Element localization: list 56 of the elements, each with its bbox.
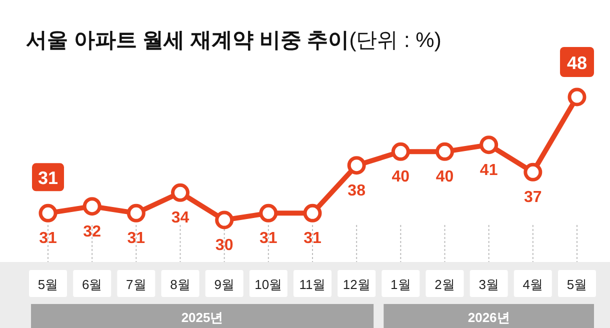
point	[259, 204, 278, 222]
x-tick-label: 4월	[522, 277, 544, 292]
tick: 11월	[294, 270, 332, 297]
point	[82, 197, 102, 216]
data-label: 34	[171, 210, 190, 227]
x-tick-label: 7월	[126, 277, 146, 292]
data-label: 48	[566, 53, 588, 73]
text: 2025년	[181, 310, 224, 325]
tick: 5월	[29, 270, 67, 297]
point	[480, 136, 498, 154]
x-tick-label: 8월	[170, 277, 190, 292]
tick: 7월	[117, 270, 156, 297]
annotation: 31	[38, 168, 58, 188]
x-tick-label: 6월	[82, 277, 102, 292]
data-label: 41	[480, 162, 498, 179]
data-label: 30	[215, 237, 234, 254]
point	[391, 142, 410, 161]
point	[215, 210, 234, 230]
tick: 1월	[382, 270, 420, 297]
data-label: 31	[260, 230, 278, 248]
point	[524, 162, 542, 182]
tick: 10월	[249, 270, 288, 297]
x-tick-label: 3월	[478, 277, 499, 292]
tick: 9월	[205, 270, 244, 297]
x-tick-label: 9월	[214, 277, 234, 292]
data-label: 31	[39, 230, 57, 248]
point	[171, 183, 190, 202]
point	[568, 88, 586, 106]
text: 2026년	[468, 310, 510, 325]
x-tick-label: 11월	[299, 277, 326, 292]
tick: 5월	[558, 270, 596, 297]
x-tick-label: 2월	[434, 277, 455, 292]
point	[126, 204, 146, 222]
data-label: 31	[127, 230, 146, 248]
x-tick-label: 12월	[342, 277, 370, 292]
tick: 3월	[470, 270, 508, 297]
data-label: 38	[348, 182, 366, 200]
point	[436, 142, 454, 161]
data-label: 40	[392, 168, 410, 186]
tick: 6월	[73, 270, 112, 297]
tick: 4월	[514, 270, 552, 297]
data-label: 37	[524, 189, 542, 206]
x-tick-label: 5월	[566, 277, 588, 292]
tick: 12월	[338, 270, 376, 297]
point	[347, 156, 366, 175]
tick: 8월	[161, 270, 200, 297]
x-tick-label: 5월	[38, 277, 58, 292]
point	[38, 204, 58, 222]
data-label: 40	[436, 168, 454, 186]
data-label: 32	[83, 223, 102, 240]
x-tick-label: 10월	[254, 277, 282, 292]
tick: 2월	[426, 270, 464, 297]
data-label: 31	[304, 230, 322, 248]
chart-subtitle: (단위 : %)	[349, 29, 442, 52]
point	[303, 204, 322, 222]
x-tick-label: 1월	[390, 277, 411, 292]
